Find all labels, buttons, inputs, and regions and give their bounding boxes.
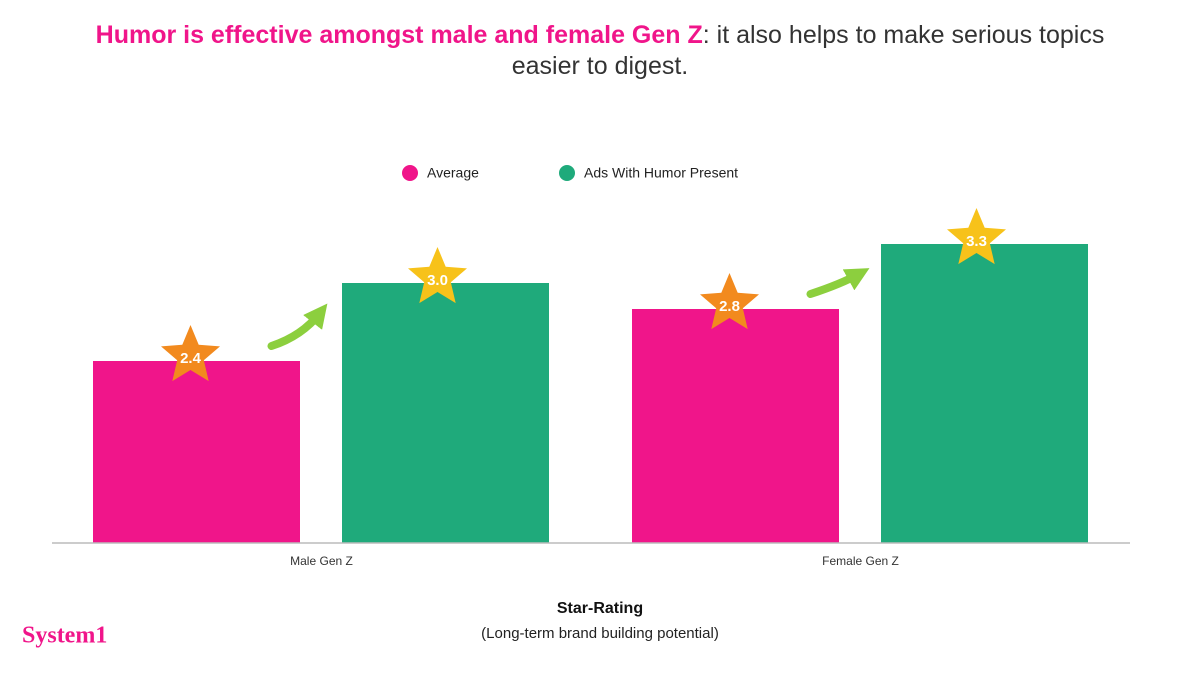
trend-arrow (806, 268, 870, 298)
trend-arrow (267, 303, 328, 350)
legend-swatch (559, 165, 575, 181)
value-label: 2.8 (719, 298, 740, 315)
legend-swatch (402, 165, 418, 181)
chart-title: Humor is effective amongst male and fema… (95, 20, 1105, 82)
value-label: 3.0 (427, 272, 448, 289)
star-badge (947, 208, 1006, 265)
x-axis-sublabel: (Long-term brand building potential) (481, 625, 719, 642)
bar (881, 244, 1088, 543)
title-rest: : it also helps to make serious topics e… (511, 21, 1105, 80)
title-highlight: Humor is effective amongst male and fema… (95, 21, 703, 49)
x-tick-label: Male Gen Z (290, 554, 353, 568)
star-badge (161, 325, 220, 382)
value-label: 3.3 (966, 233, 987, 250)
brand-logo: System1 (22, 623, 107, 649)
x-axis-label: Star-Rating (557, 600, 643, 617)
value-label: 2.4 (180, 350, 202, 367)
legend-label: Ads With Humor Present (584, 165, 738, 181)
star-badge (408, 247, 467, 304)
bar (342, 283, 549, 543)
star-badge (700, 273, 759, 330)
bar (93, 361, 300, 543)
x-tick-label: Female Gen Z (822, 554, 899, 568)
legend-label: Average (427, 165, 479, 181)
bar (632, 309, 839, 543)
